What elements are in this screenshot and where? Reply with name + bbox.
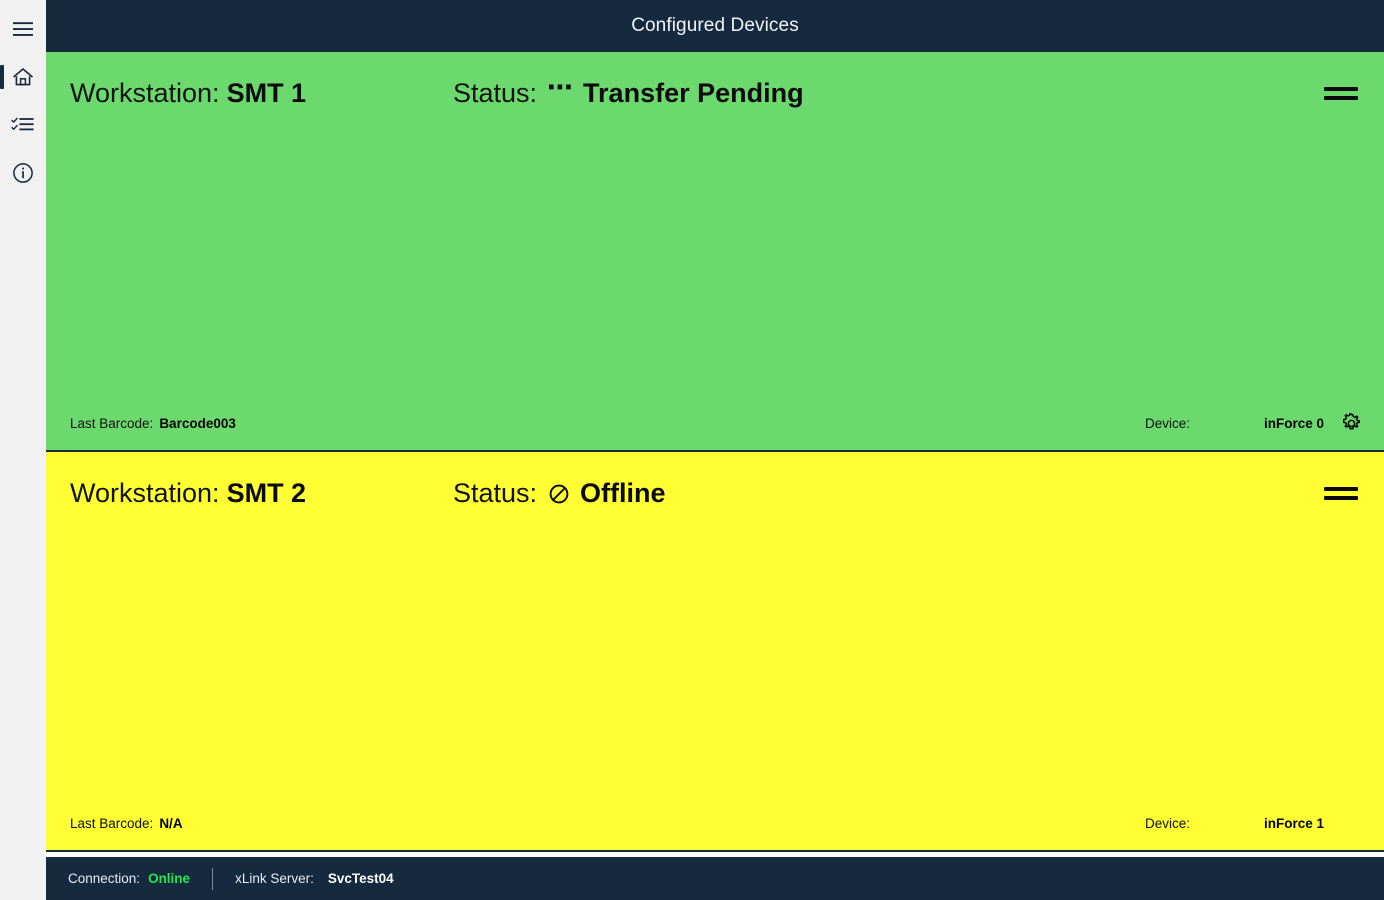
content-statusbar-gap — [46, 852, 1384, 857]
workstation-label: Workstation: — [70, 477, 220, 508]
device-card-footer: Last Barcode: N/A Device: inForce 1 — [70, 810, 1362, 836]
device-card-body — [70, 516, 1362, 810]
last-barcode-value: Barcode003 — [159, 415, 236, 431]
collapse-line — [1324, 486, 1358, 491]
device-value: inForce 1 — [1263, 815, 1324, 831]
collapse-card-button[interactable] — [1324, 480, 1358, 506]
sidebar-navigation — [0, 0, 46, 900]
main-content: Configured Devices Workstation: SMT 1 St… — [46, 0, 1384, 900]
status-block: Status: Offline — [453, 478, 666, 509]
home-icon — [12, 67, 34, 87]
workstation-block: Workstation: SMT 2 — [70, 478, 453, 509]
device-card-list: Workstation: SMT 1 Status: ⋯ Transfer Pe… — [46, 52, 1384, 852]
selection-indicator — [0, 65, 4, 89]
device-label: Device: — [1144, 415, 1190, 431]
status-bar-divider — [212, 867, 214, 890]
last-barcode-block: Last Barcode: Barcode003 — [70, 416, 236, 431]
device-card: Workstation: SMT 1 Status: ⋯ Transfer Pe… — [46, 52, 1384, 452]
workstation-value: SMT 1 — [226, 77, 307, 108]
collapse-line — [1324, 495, 1358, 500]
device-card-body — [70, 116, 1362, 410]
collapse-card-button[interactable] — [1324, 80, 1358, 106]
xlink-server-value: SvcTest04 — [327, 871, 394, 886]
workstation-block: Workstation: SMT 1 — [70, 78, 453, 109]
xlink-server-label: xLink Server: — [235, 871, 314, 886]
status-value: Transfer Pending — [583, 77, 804, 108]
workstation-value: SMT 2 — [226, 477, 307, 508]
connection-status-group: Connection: Online — [68, 871, 190, 886]
device-card-header: Workstation: SMT 2 Status: Offline — [70, 470, 1362, 516]
sidebar-item-tasks[interactable] — [0, 104, 46, 146]
device-card: Workstation: SMT 2 Status: Offline — [46, 452, 1384, 852]
info-icon — [12, 162, 34, 184]
collapse-line — [1324, 86, 1358, 91]
sidebar-item-home[interactable] — [0, 56, 46, 98]
block-circle-slash-icon — [547, 480, 571, 506]
status-value: Offline — [580, 477, 666, 508]
device-block: Device: inForce 0 — [1145, 412, 1362, 434]
gear-icon[interactable] — [1340, 412, 1362, 434]
device-card-header: Workstation: SMT 1 Status: ⋯ Transfer Pe… — [70, 70, 1362, 116]
last-barcode-label: Last Barcode: — [70, 415, 154, 431]
sidebar-item-menu[interactable] — [0, 8, 46, 50]
workstation-label: Workstation: — [70, 77, 220, 108]
device-card-footer: Last Barcode: Barcode003 Device: inForce… — [70, 410, 1362, 436]
last-barcode-block: Last Barcode: N/A — [70, 816, 183, 831]
status-label: Status: — [453, 77, 538, 108]
device-block: Device: inForce 1 — [1145, 812, 1362, 834]
window-title-bar: Configured Devices — [46, 0, 1384, 52]
device-label: Device: — [1144, 815, 1190, 831]
connection-label: Connection: — [68, 871, 141, 886]
status-label: Status: — [453, 477, 538, 508]
last-barcode-label: Last Barcode: — [70, 815, 154, 831]
page-title: Configured Devices — [631, 15, 799, 36]
last-barcode-value: N/A — [159, 815, 183, 831]
device-value: inForce 0 — [1263, 415, 1324, 431]
xlink-server-group: xLink Server: SvcTest04 — [235, 871, 394, 886]
sidebar-item-info[interactable] — [0, 152, 46, 194]
checklist-icon — [11, 116, 35, 134]
connection-value: Online — [148, 871, 191, 886]
hamburger-menu-icon — [12, 21, 34, 37]
collapse-line — [1324, 95, 1358, 100]
more-horizontal-icon: ⋯ — [547, 72, 575, 102]
status-bar: Connection: Online xLink Server: SvcTest… — [46, 857, 1384, 900]
status-block: Status: ⋯ Transfer Pending — [453, 74, 804, 109]
